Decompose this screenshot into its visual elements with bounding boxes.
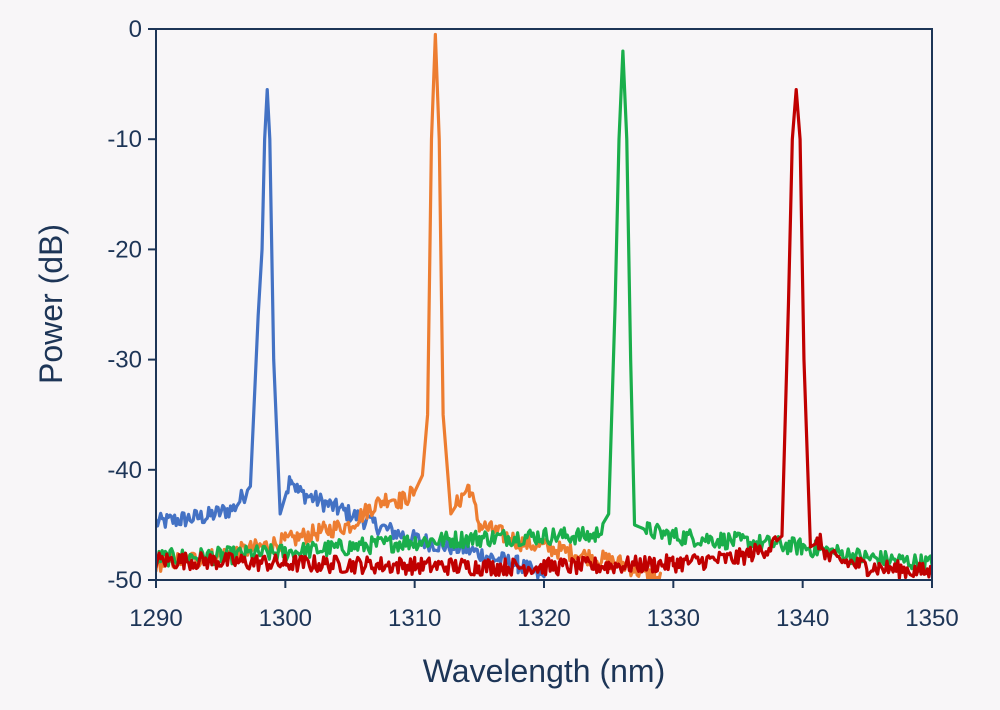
series-line-4	[156, 88, 932, 580]
x-tick-label: 1290	[129, 605, 182, 632]
y-axis: 0 -10 -20 -30 -40 -50	[107, 16, 156, 594]
y-tick-label: -40	[107, 457, 142, 484]
series-line-2	[156, 32, 662, 580]
y-axis-label: Power (dB)	[33, 224, 69, 384]
x-tick-label: 1300	[259, 605, 312, 632]
y-tick-label: -20	[107, 236, 142, 263]
series-layer	[156, 32, 932, 580]
y-tick-label: -30	[107, 347, 142, 374]
x-tick-label: 1330	[647, 605, 700, 632]
x-axis-label: Wavelength (nm)	[423, 653, 665, 689]
x-tick-label: 1340	[776, 605, 829, 632]
y-tick-label: -50	[107, 567, 142, 594]
x-tick-label: 1350	[905, 605, 958, 632]
x-tick-label: 1310	[388, 605, 441, 632]
y-tick-label: 0	[129, 16, 142, 43]
series-line-1	[156, 88, 546, 580]
x-axis: 1290 1300 1310 1320 1330 1340 1350	[129, 580, 959, 632]
y-tick-label: -10	[107, 126, 142, 153]
x-tick-label: 1320	[517, 605, 570, 632]
